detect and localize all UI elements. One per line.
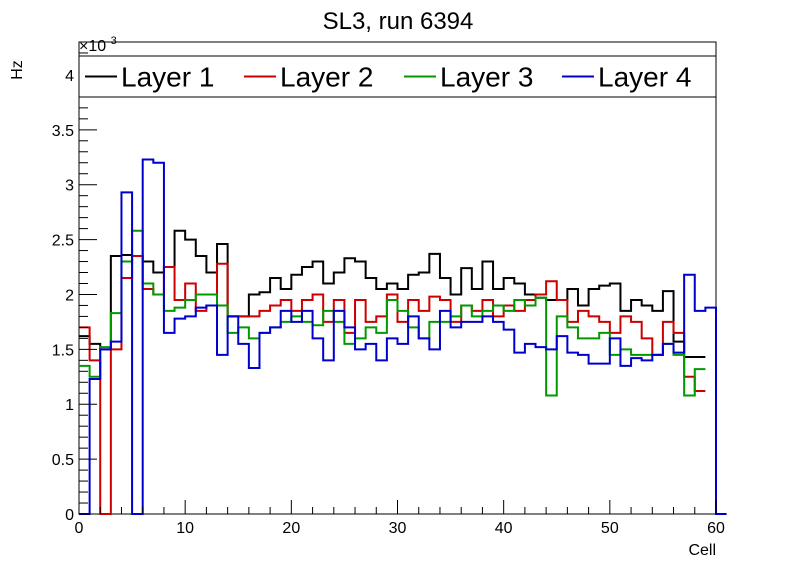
x-axis-label: Cell [688, 542, 716, 559]
y-axis-label: Hz [9, 60, 26, 80]
y-multiplier-base: ×10 [79, 38, 106, 55]
series-line-layer-1 [79, 229, 706, 359]
y-tick-label: 1.5 [52, 342, 74, 359]
series-line-layer-3 [79, 229, 706, 397]
legend-label-layer-4: Layer 4 [598, 62, 691, 93]
x-tick-label: 50 [601, 520, 619, 537]
legend-label-layer-1: Layer 1 [121, 62, 214, 93]
legend-label-layer-3: Layer 3 [440, 62, 533, 93]
y-tick-label: 4 [65, 68, 74, 85]
y-tick-label: 0 [65, 507, 74, 524]
y-tick-label: 3.5 [52, 123, 74, 140]
chart-title: SL3, run 6394 [323, 8, 474, 35]
x-tick-label: 30 [389, 520, 407, 537]
y-tick-label: 1 [65, 397, 74, 414]
axes-group: 0 10 20 30 40 50 60 0 0.5 1 1.5 2 2.5 3 3.5 4 [52, 41, 725, 537]
x-tick-label: 60 [707, 520, 725, 537]
x-tick-label: 40 [495, 520, 513, 537]
y-tick-label: 0.5 [52, 452, 74, 469]
y-multiplier-label: ×10 3 [79, 35, 117, 55]
y-tick-label: 3 [65, 178, 74, 195]
legend: Layer 1 Layer 2 Layer 3 Layer 4 [78, 55, 717, 98]
y-multiplier-exponent: 3 [111, 35, 117, 47]
legend-box [78, 55, 717, 98]
series-group [79, 158, 727, 515]
series-line-layer-4 [79, 158, 727, 515]
x-tick-label: 10 [176, 520, 194, 537]
legend-label-layer-2: Layer 2 [280, 62, 373, 93]
y-tick-label: 2.5 [52, 233, 74, 250]
x-tick-label: 20 [282, 520, 300, 537]
y-tick-label: 2 [65, 287, 74, 304]
x-tick-label: 0 [75, 520, 84, 537]
